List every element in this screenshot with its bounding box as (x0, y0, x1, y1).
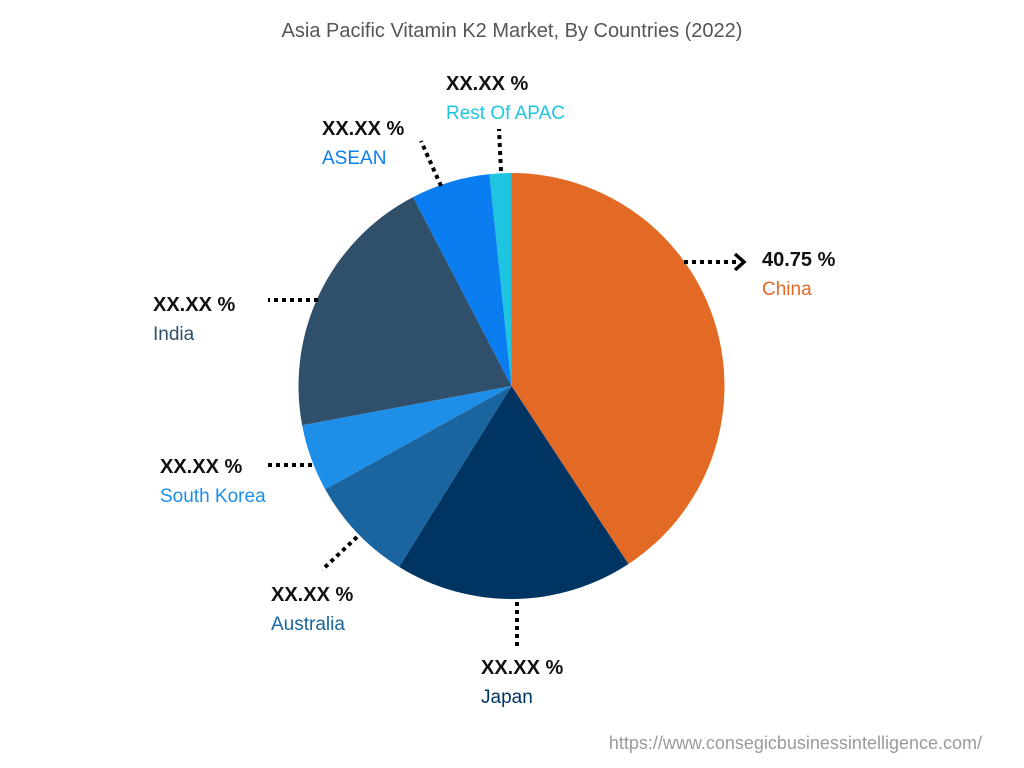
leader-lines (265, 128, 747, 648)
name-australia: Australia (271, 614, 345, 635)
pie-slice-china (511, 173, 725, 565)
leader-line-rest (497, 128, 503, 172)
chart-title: Asia Pacific Vitamin K2 Market, By Count… (281, 20, 743, 42)
pie-slices (298, 173, 725, 599)
label-rest-of-apac: XX.XX % Rest Of APAC (446, 74, 565, 123)
value-rest-of-apac: XX.XX % (446, 73, 529, 95)
value-india: XX.XX % (153, 294, 236, 316)
leader-line-australia (320, 535, 359, 572)
name-south-korea: South Korea (160, 486, 266, 507)
pie-slice-japan (399, 386, 629, 599)
pie-slice-india (298, 197, 512, 426)
label-south-korea: XX.XX % South Korea (160, 457, 266, 506)
value-australia: XX.XX % (271, 584, 354, 606)
leader-line-asean (419, 140, 443, 187)
value-south-korea: XX.XX % (160, 456, 243, 478)
name-china: China (762, 279, 812, 300)
label-china: 40.75 % China (762, 250, 835, 299)
label-australia: XX.XX % Australia (271, 585, 353, 634)
name-rest-of-apac: Rest Of APAC (446, 103, 565, 124)
source-url[interactable]: https://www.consegicbusinessintelligence… (608, 733, 982, 753)
pie-slice-rest-of-apac (489, 173, 512, 386)
pie-slice-australia (325, 386, 512, 567)
label-india: XX.XX % India (153, 295, 235, 344)
name-india: India (153, 324, 195, 345)
pie-slice-asean (413, 174, 512, 386)
value-japan: XX.XX % (481, 657, 564, 679)
name-asean: ASEAN (322, 148, 387, 169)
label-asean: XX.XX % ASEAN (322, 119, 404, 168)
label-japan: XX.XX % Japan (481, 658, 563, 707)
arrow-icon (733, 252, 747, 272)
value-asean: XX.XX % (322, 118, 405, 140)
name-japan: Japan (481, 687, 533, 708)
pie-slice-south-korea (302, 386, 512, 490)
value-china: 40.75 % (762, 249, 836, 271)
